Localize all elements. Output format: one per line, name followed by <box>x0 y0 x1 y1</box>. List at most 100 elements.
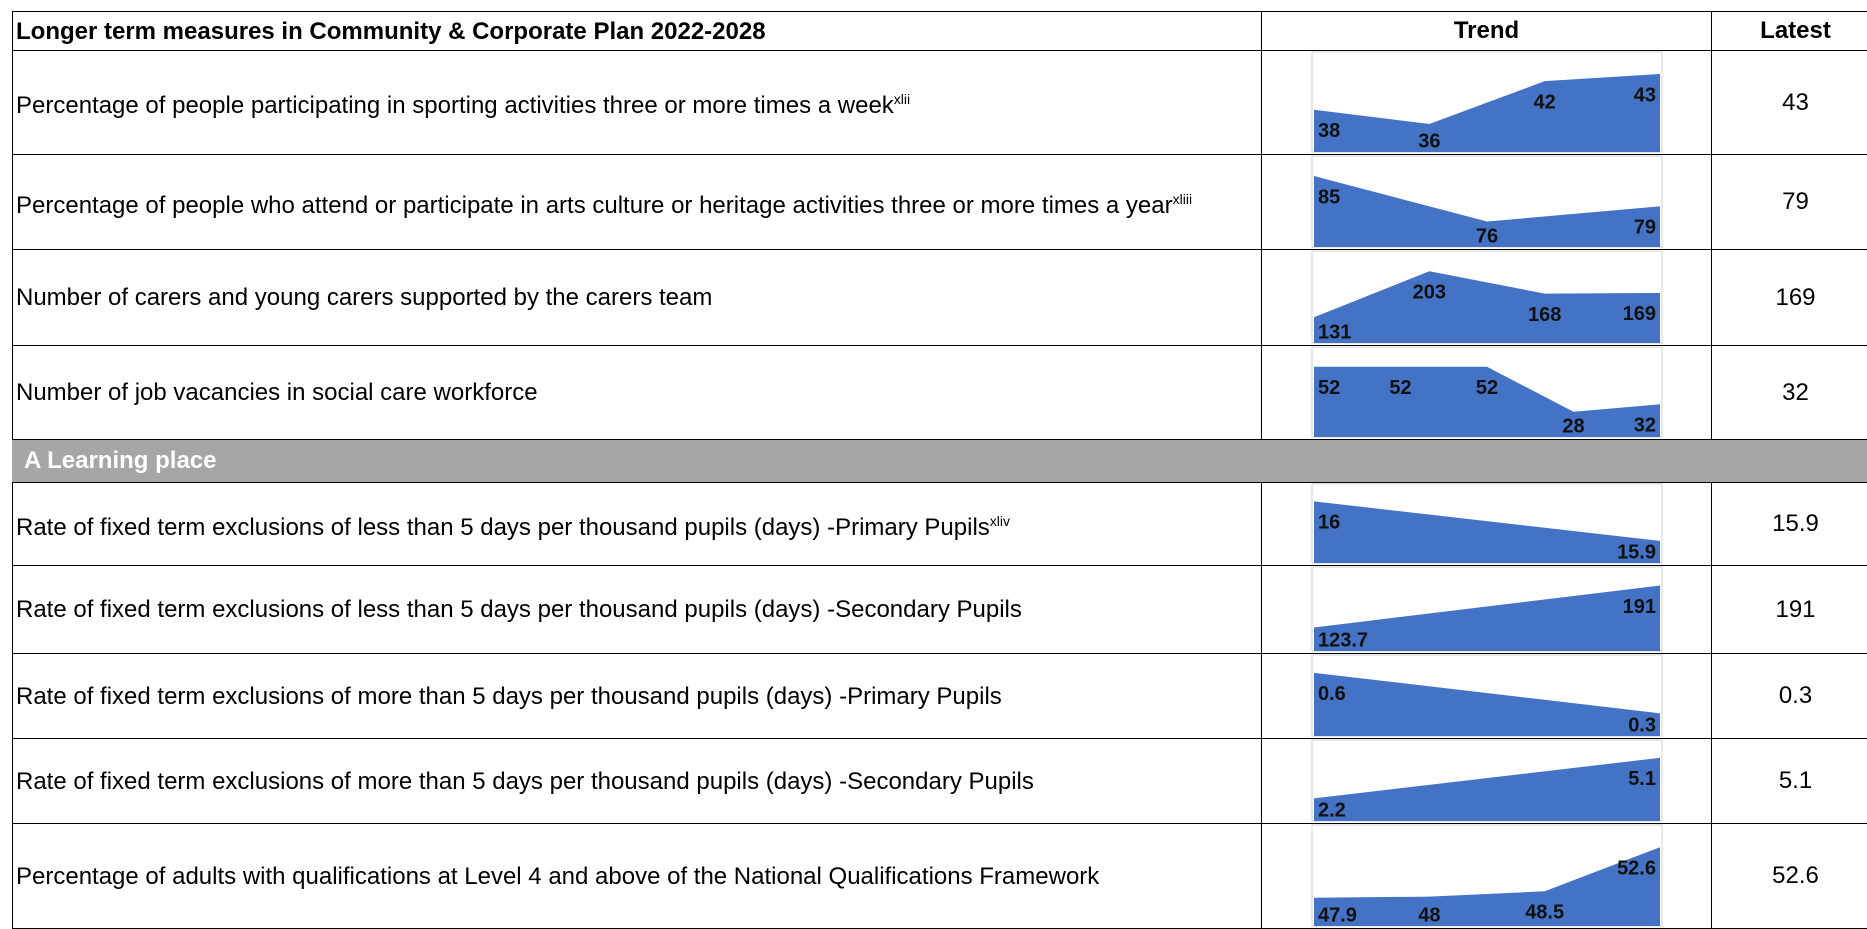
section-row: A Learning place <box>12 440 1867 483</box>
trend-value: 48.5 <box>1525 902 1564 924</box>
trend-value: 52 <box>1476 377 1498 399</box>
latest-value: 169 <box>1775 283 1816 311</box>
trend-cell: 16 15.9 <box>1262 483 1712 566</box>
trend-value: 203 <box>1413 282 1446 304</box>
sparkline: 85 76 79 <box>1311 155 1663 248</box>
measure-text: Rate of fixed term exclusions of more th… <box>16 767 1034 796</box>
trend-value: 169 <box>1623 303 1656 325</box>
measure-cell: Rate of fixed term exclusions of less th… <box>12 566 1262 654</box>
latest-cell: 79 <box>1712 155 1867 250</box>
trend-value: 38 <box>1318 120 1340 142</box>
footnote-ref: xliv <box>989 512 1011 529</box>
trend-value: 131 <box>1318 321 1351 343</box>
trend-value: 36 <box>1418 130 1440 152</box>
measure-label: Rate of fixed term exclusions of less th… <box>16 513 990 541</box>
trend-area <box>1314 366 1660 437</box>
trend-value: 48 <box>1418 904 1440 926</box>
latest-cell: 191 <box>1712 566 1867 654</box>
top-border <box>12 11 1867 12</box>
measure-text: Number of job vacancies in social care w… <box>16 378 538 407</box>
trend-cell: 131 203 168 169 <box>1262 250 1712 346</box>
trend-cell: 0.6 0.3 <box>1262 654 1712 739</box>
sparkline: 0.6 0.3 <box>1311 654 1663 737</box>
trend-area <box>1314 585 1660 651</box>
section-title: A Learning place <box>24 447 217 474</box>
latest-cell: 169 <box>1712 250 1867 346</box>
trend-value: 28 <box>1562 415 1584 437</box>
sparkline: 2.2 5.1 <box>1311 739 1663 822</box>
sparkline: 38 36 42 43 <box>1311 51 1663 153</box>
measure-label: Rate of fixed term exclusions of more th… <box>16 767 1034 795</box>
trend-value: 85 <box>1318 186 1340 208</box>
trend-cell: 85 76 79 <box>1262 155 1712 250</box>
latest-value: 0.3 <box>1778 682 1813 709</box>
header-text: Longer term measures in Community & Corp… <box>16 17 766 45</box>
trend-area <box>1314 74 1660 152</box>
measure-label: Rate of fixed term exclusions of more th… <box>16 682 1002 710</box>
footnote-ref: xlii <box>893 91 911 107</box>
measure-text: Percentage of people participating in sp… <box>16 85 910 120</box>
trend-value: 123.7 <box>1318 629 1368 651</box>
trend-value: 5.1 <box>1628 768 1656 790</box>
measure-cell: Rate of fixed term exclusions of more th… <box>12 739 1262 824</box>
latest-value: 32 <box>1782 378 1809 406</box>
measure-text: Rate of fixed term exclusions of less th… <box>16 595 1022 624</box>
trend-value: 15.9 <box>1617 541 1656 563</box>
trend-value: 0.3 <box>1628 714 1656 736</box>
measure-text: Rate of fixed term exclusions of less th… <box>16 507 1010 542</box>
measure-label: Percentage of people who attend or parti… <box>16 191 1173 219</box>
sparkline: 123.7 191 <box>1311 566 1663 652</box>
header-cell: Trend <box>1262 12 1712 51</box>
trend-value: 47.9 <box>1318 904 1357 926</box>
latest-value: 52.6 <box>1772 862 1819 889</box>
measure-cell: Rate of fixed term exclusions of less th… <box>12 483 1262 566</box>
header-text: Latest <box>1760 17 1831 44</box>
measure-cell: Rate of fixed term exclusions of more th… <box>12 654 1262 739</box>
trend-cell: 52 52 52 28 32 <box>1262 346 1712 440</box>
trend-value: 52 <box>1318 377 1340 399</box>
latest-value: 43 <box>1782 88 1809 116</box>
trend-value: 16 <box>1318 512 1340 534</box>
trend-cell: 2.2 5.1 <box>1262 739 1712 824</box>
latest-cell: 15.9 <box>1712 483 1867 566</box>
measure-label: Rate of fixed term exclusions of less th… <box>16 596 1022 623</box>
latest-cell: 32 <box>1712 346 1867 440</box>
measure-text: Percentage of people who attend or parti… <box>16 185 1192 220</box>
trend-value: 32 <box>1634 415 1656 437</box>
trend-area <box>1314 847 1660 926</box>
latest-value: 15.9 <box>1772 510 1819 537</box>
latest-cell: 43 <box>1712 51 1867 155</box>
trend-value: 76 <box>1476 225 1498 247</box>
measure-cell: Number of job vacancies in social care w… <box>12 346 1262 440</box>
latest-cell: 0.3 <box>1712 654 1867 739</box>
trend-area <box>1314 757 1660 821</box>
trend-cell: 47.9 48 48.5 52.6 <box>1262 824 1712 929</box>
trend-value: 52 <box>1389 377 1411 399</box>
trend-area <box>1314 176 1660 247</box>
latest-cell: 52.6 <box>1712 824 1867 929</box>
trend-value: 43 <box>1634 84 1656 106</box>
trend-value: 168 <box>1528 304 1561 326</box>
measure-cell: Percentage of people who attend or parti… <box>12 155 1262 250</box>
measure-cell: Percentage of people participating in sp… <box>12 51 1262 155</box>
footnote-ref: xliii <box>1172 190 1193 207</box>
sparkline: 131 203 168 169 <box>1311 250 1663 344</box>
measure-text: Percentage of adults with qualifications… <box>16 862 1099 891</box>
measure-text: Number of carers and young carers suppor… <box>16 283 712 312</box>
sparkline: 52 52 52 28 32 <box>1311 346 1663 438</box>
trend-value: 191 <box>1623 596 1656 618</box>
header-cell: Longer term measures in Community & Corp… <box>12 12 1262 51</box>
header-cell: Latest <box>1712 12 1867 51</box>
measure-cell: Number of carers and young carers suppor… <box>12 250 1262 346</box>
trend-value: 2.2 <box>1318 799 1346 821</box>
trend-cell: 38 36 42 43 <box>1262 51 1712 155</box>
sparkline: 16 15.9 <box>1311 483 1663 564</box>
latest-value: 79 <box>1782 188 1809 215</box>
trend-area <box>1314 501 1660 563</box>
trend-area <box>1314 672 1660 736</box>
trend-value: 52.6 <box>1617 858 1656 880</box>
sparkline: 47.9 48 48.5 52.6 <box>1311 824 1663 927</box>
measure-label: Percentage of adults with qualifications… <box>16 862 1100 890</box>
measure-label: Number of job vacancies in social care w… <box>16 379 538 406</box>
